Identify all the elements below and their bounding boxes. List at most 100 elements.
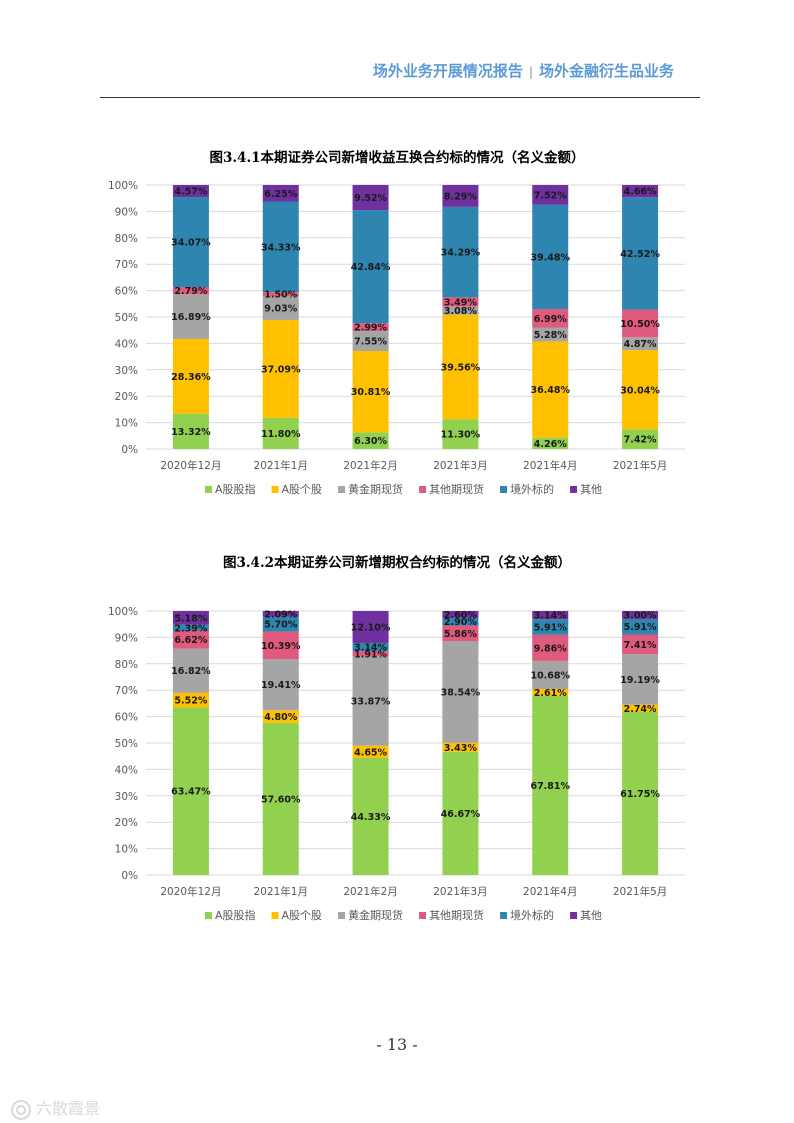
data-label: 4.65% [354,747,387,758]
bar-segment [532,327,569,342]
data-label: 61.75% [620,789,660,800]
data-label: 4.80% [264,712,297,723]
data-label: 2.74% [624,704,657,715]
y-tick-label: 0% [121,870,138,882]
y-tick-label: 0% [121,444,138,456]
y-tick-label: 100% [108,606,138,618]
bar-segment [172,611,209,625]
bar-segment [622,611,659,619]
x-tick-label: 2021年1月 [254,459,308,472]
data-label: 9.52% [354,193,387,204]
data-label: 3.49% [444,297,477,308]
bar-segment [172,197,209,288]
bar-segment [622,337,659,351]
bar-segment [352,611,389,643]
data-label: 9.03% [264,304,297,315]
data-label: 6.99% [534,314,567,325]
data-label: 16.89% [171,312,211,323]
legend-label: 境外标的 [510,482,554,496]
bar-segment [262,659,299,711]
bar-segment [622,184,659,198]
data-label: 5.18% [174,613,207,624]
bar-segment [622,711,659,875]
data-label: 28.36% [171,372,211,383]
data-label: 19.41% [261,680,301,691]
data-label: 12.10% [351,622,391,633]
chart-2: 0% 10% 20% 30% 40% 50% 60% 70% 80% 90% 100% 2020年12… [108,606,685,922]
bar-segment [262,722,299,875]
data-label: 34.29% [441,248,481,259]
data-label: 11.30% [441,430,481,441]
bar-segment [352,651,389,657]
bar-segment [532,341,569,438]
bar-segment [532,184,569,205]
bar-segment [532,660,569,690]
bar-segment [442,184,479,207]
chart-2-title: 图3.4.2本期证券公司新增期权合约标的情况（名义金额） [222,555,572,571]
data-label: 16.82% [171,666,211,677]
bar-segment [442,611,479,618]
bar-segment [622,309,659,338]
data-label: 2.99% [354,323,387,334]
legend-swatch [570,912,578,919]
data-label: 34.07% [171,238,211,249]
data-label: 3.08% [444,306,477,317]
bar-segment [262,611,299,617]
legend-swatch [205,912,212,919]
data-label: 7.42% [624,435,657,446]
bar-segment [532,689,569,696]
legend-swatch [419,912,427,919]
data-label: 42.84% [351,262,391,273]
bar-segment [352,745,389,758]
legend-swatch [271,486,279,493]
bar-segment [532,204,569,310]
header-separator: | [528,65,533,79]
bar-segment [262,631,299,660]
data-label: 63.47% [171,787,211,798]
bar-segment [352,656,389,746]
bar-segment [352,432,389,449]
bar-segment [352,323,389,332]
bar-segment [352,184,389,211]
header-rule [100,97,700,98]
data-label: 7.52% [534,190,567,201]
header-section-title: 场外金融衍生品业务 [538,62,674,80]
data-label: 3.43% [444,743,477,754]
bar-segment [352,757,389,875]
y-tick-label: 40% [115,338,138,350]
data-label: 39.56% [441,362,481,373]
bar-segment [262,710,299,723]
bar-segment [622,634,659,655]
bar-segment [622,350,659,430]
data-label: 2.61% [534,688,567,699]
data-label: 5.91% [624,622,657,633]
bar-segment [622,197,659,310]
legend-label: A股个股 [282,483,323,496]
x-tick-label: 2020年12月 [160,459,221,472]
y-tick-label: 50% [115,738,138,750]
bar-segment [442,625,479,641]
bar-segment [352,642,389,652]
bar-segment [262,417,299,449]
y-tick-label: 20% [115,817,138,829]
bar-segment [532,695,569,875]
data-label: 33.87% [351,696,391,707]
data-label: 2.39% [174,623,207,634]
x-tick-label: 2021年3月 [433,885,487,898]
bar-segment [262,185,299,202]
data-label: 5.28% [534,330,567,341]
data-label: 10.39% [261,641,301,652]
data-label: 13.32% [171,427,211,438]
data-label: 37.09% [261,364,301,375]
y-tick-label: 30% [115,791,138,803]
bar-segment [172,692,209,708]
data-label: 10.50% [620,319,660,330]
legend-swatch [338,912,346,919]
legend-swatch [570,486,578,493]
y-tick-label: 60% [115,712,138,724]
y-tick-label: 70% [115,259,138,271]
data-label: 9.86% [534,643,567,654]
data-label: 46.67% [441,809,481,820]
bar-segment [622,654,659,705]
bar-segment [442,314,479,420]
